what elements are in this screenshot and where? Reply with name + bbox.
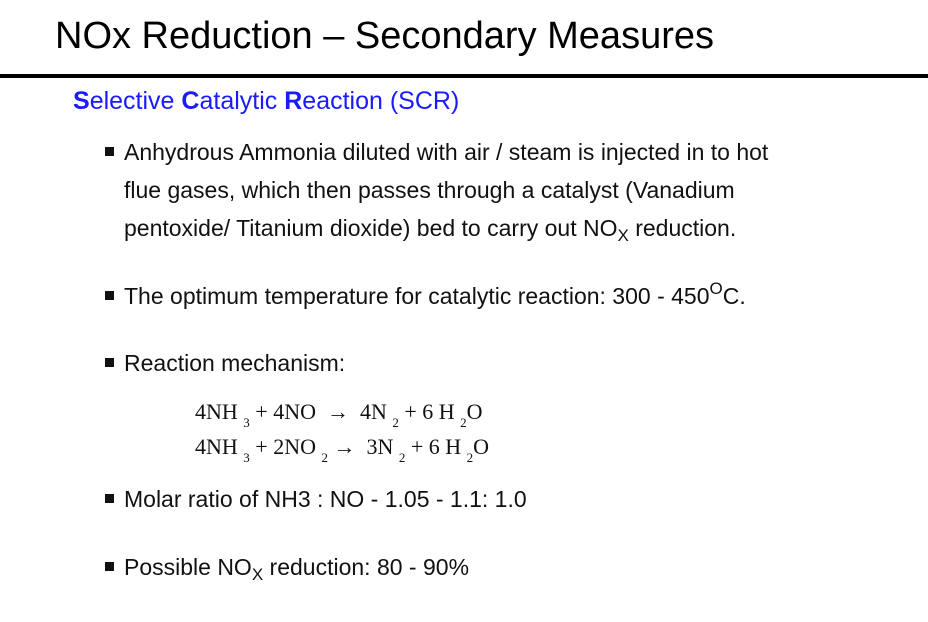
title-divider <box>0 74 928 78</box>
eq-term: + 6 H <box>398 399 461 424</box>
subtitle-c-rest: atalytic <box>199 87 285 115</box>
eq-subscript: 2 <box>466 450 474 465</box>
bullet-molar-ratio: Molar ratio of NH3 : NO - 1.05 - 1.1: 1.… <box>105 480 895 518</box>
subscript: X <box>617 226 629 245</box>
eq-subscript: 2 <box>398 450 406 465</box>
subscript: X <box>251 565 264 584</box>
bullet-marker <box>105 291 114 300</box>
eq-term: + 6 H <box>405 434 467 459</box>
slide-title: NOx Reduction – Secondary Measures <box>55 15 714 57</box>
eq-subscript: 3 <box>243 415 250 430</box>
eq-term: O <box>473 434 490 459</box>
bullet-line: The optimum temperature for catalytic re… <box>124 283 710 309</box>
bullet-line: Anhydrous Ammonia diluted with air / ste… <box>124 139 769 165</box>
bullet-text: Reaction mechanism: <box>124 350 346 376</box>
eq-term: + 2NO <box>249 434 322 459</box>
eq-term: 4NH <box>195 399 244 424</box>
subtitle-s-rest: elective <box>89 87 182 115</box>
eq-subscript: 2 <box>321 450 328 465</box>
bullet-marker <box>105 358 114 367</box>
bullet-injection: Anhydrous Ammonia diluted with air / ste… <box>105 133 895 247</box>
bullet-temperature: The optimum temperature for catalytic re… <box>105 277 895 315</box>
equation-1: 4NH 3 + 4NO → 4N 2 + 6 H 2O <box>195 398 483 429</box>
bullet-text: Anhydrous Ammonia diluted with air / ste… <box>124 133 895 247</box>
eq-term: → 3N <box>327 434 399 459</box>
eq-term: 4NH <box>195 434 244 459</box>
bullet-reduction: Possible NOX reduction: 80 - 90% <box>105 548 895 586</box>
bullet-text: The optimum temperature for catalytic re… <box>124 277 895 315</box>
eq-subscript: 3 <box>243 450 250 465</box>
bullet-line: pentoxide/ Titanium dioxide) bed to carr… <box>124 215 618 241</box>
bullet-text: Possible NOX reduction: 80 - 90% <box>124 548 895 586</box>
equation-2: 4NH 3 + 2NO 2 → 3N 2 + 6 H 2O <box>195 433 490 464</box>
eq-term: + 4NO → 4N <box>249 399 393 424</box>
eq-term: O <box>466 399 483 424</box>
bullet-mechanism: Reaction mechanism: <box>105 344 895 382</box>
bullet-text: Molar ratio of NH3 : NO - 1.05 - 1.1: 1.… <box>124 486 527 512</box>
subtitle-r-rest: eaction (SCR) <box>302 87 460 115</box>
subtitle-c-letter: C <box>181 87 200 115</box>
bullet-marker <box>105 147 114 156</box>
subtitle-r-letter: R <box>284 87 303 115</box>
subtitle-s-letter: S <box>73 87 90 115</box>
slide-subtitle: Selective Catalytic Reaction (SCR) <box>73 85 459 117</box>
eq-subscript: 2 <box>392 415 399 430</box>
bullet-marker <box>105 562 114 571</box>
eq-subscript: 2 <box>460 415 467 430</box>
bullet-line: flue gases, which then passes through a … <box>124 177 735 203</box>
bullet-line: reduction: 80 - 90% <box>263 554 470 580</box>
bullet-line: C. <box>722 283 746 309</box>
bullet-line: Possible NO <box>124 554 252 580</box>
bullet-line: reduction. <box>628 215 737 241</box>
degree-superscript: O <box>709 279 723 298</box>
bullet-marker <box>105 494 114 503</box>
